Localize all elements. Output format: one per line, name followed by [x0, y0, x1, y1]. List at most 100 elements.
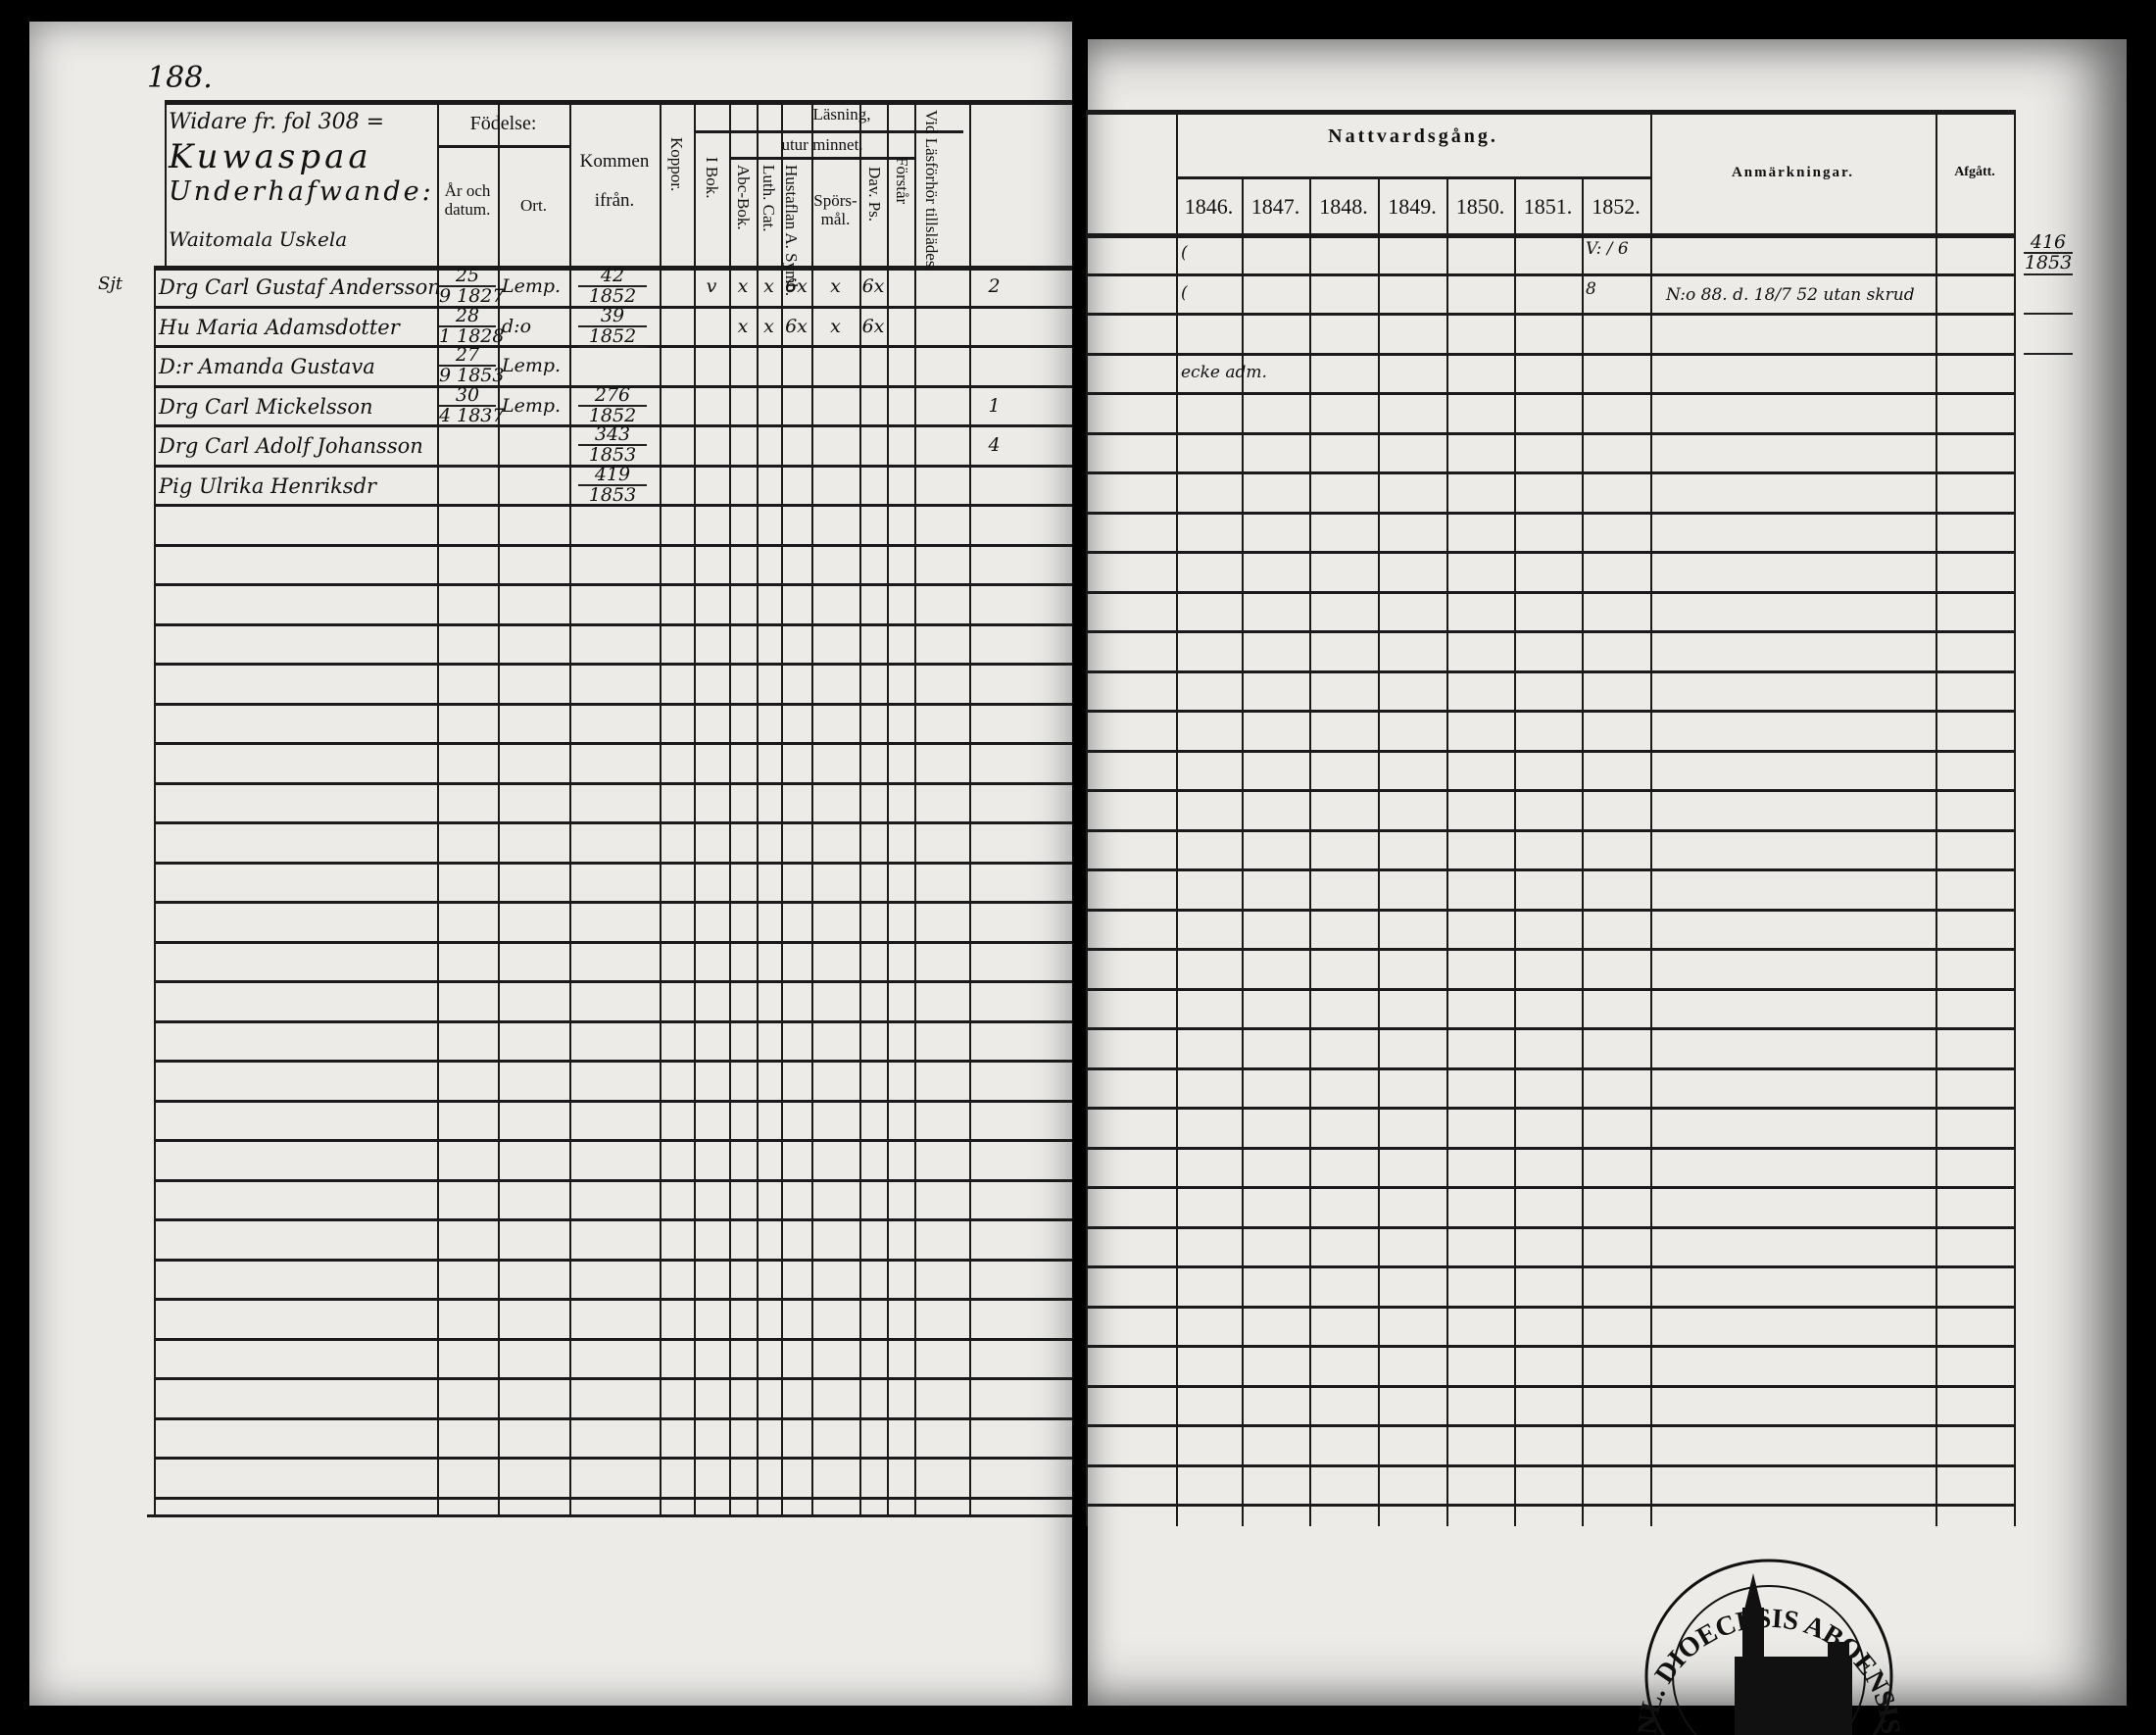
birth-date-bottom: 9 1827: [439, 285, 505, 307]
rule-line: [694, 130, 963, 133]
reading-i-bok: x: [737, 315, 749, 337]
rule-line: [1309, 176, 1311, 1526]
came-from: 276 1852: [578, 385, 647, 426]
abc-bok-header: Abc-Bok.: [734, 165, 753, 230]
birth-date-top: 28: [439, 306, 496, 327]
rule-line: [154, 1298, 1072, 1301]
rule-line: [811, 100, 813, 1514]
birth-date: [439, 465, 496, 468]
rule-line: [1086, 551, 2014, 554]
reading-spors: 6x: [861, 275, 885, 297]
birth-date-top: [439, 425, 496, 427]
rule-line: [1086, 1226, 2014, 1229]
year-header-1851: 1851.: [1523, 194, 1573, 219]
rule-line: [1086, 110, 1088, 1526]
rule-line: [437, 145, 569, 148]
ort-header: Ort.: [520, 196, 547, 215]
birth-date-top: 25: [439, 267, 496, 287]
departed: [2024, 273, 2073, 275]
rule-line: [1086, 948, 2014, 951]
birth-place: Lemp.: [502, 275, 562, 297]
came-from: 343 1853: [578, 425, 647, 465]
rule-line: [1086, 233, 2014, 238]
rule-line: [154, 1457, 1072, 1460]
rule-line: [1086, 1464, 2014, 1467]
reading-koppor: v: [706, 275, 717, 297]
came-from-bottom: 1852: [588, 404, 637, 426]
rule-line: [154, 465, 1072, 468]
rule-line: [1086, 670, 2014, 673]
rule-line: [1086, 909, 2014, 912]
rule-line: [154, 980, 1072, 983]
reading-abc: x: [763, 275, 774, 297]
birth-date: [439, 425, 496, 427]
departed-top: [2024, 273, 2073, 275]
came-from-top: 39: [578, 306, 647, 327]
person-name: D:r Amanda Gustava: [159, 355, 375, 378]
rule-line: [1086, 868, 2014, 871]
rule-line: [154, 1377, 1072, 1380]
rule-line: [165, 100, 1072, 105]
name-header-line-1: Widare fr. fol 308 =: [169, 110, 385, 134]
name-header-line-3: Underhafwande:: [169, 176, 434, 207]
i-bok-header: I Bok.: [703, 157, 721, 199]
reading-abc: x: [763, 315, 774, 337]
departed: [2024, 352, 2073, 355]
reading-luth: 6x: [785, 315, 808, 337]
birth-date: 25 9 1827: [439, 267, 505, 307]
rule-line: [1086, 710, 2014, 713]
year-header-1847: 1847.: [1250, 194, 1300, 219]
rule-line: [1086, 1147, 2014, 1150]
reading-vid: 4: [988, 434, 1001, 456]
rule-line: [1086, 750, 2014, 753]
rule-line: [1086, 1027, 2014, 1030]
came-from: [578, 346, 647, 348]
rule-line: [154, 663, 1072, 666]
rule-line: [1086, 1306, 2014, 1309]
birth-date: 27 9 1853: [439, 346, 504, 385]
forstar-header: Förstår: [893, 157, 911, 205]
reading-luth: 6x: [785, 275, 808, 297]
rule-line: [1086, 1424, 2014, 1427]
communion-1846: (: [1181, 243, 1188, 263]
rule-line: [1086, 1265, 2014, 1268]
person-name: Drg Carl Gustaf Andersson: [159, 275, 441, 299]
rule-line: [154, 544, 1072, 547]
rule-line: [1176, 110, 1178, 1526]
birth-place: Lemp.: [502, 394, 562, 417]
rule-line: [1446, 176, 1448, 1526]
rule-line: [154, 742, 1072, 745]
rule-line: [1086, 630, 2014, 633]
rule-line: [165, 100, 167, 266]
reading-spors: 6x: [861, 315, 885, 337]
departed-top: [2024, 313, 2073, 315]
koppor-header: Koppor.: [667, 137, 686, 192]
reading-husta: x: [830, 275, 841, 297]
rule-line: [1086, 392, 2014, 395]
departed-bottom: 1853: [2024, 252, 2073, 273]
rule-line: [154, 703, 1072, 706]
birth-date-bottom: 1 1828: [439, 324, 505, 347]
sporsmal-header: Spörs-mål.: [813, 191, 858, 228]
right-page: [1088, 39, 2127, 1706]
rule-line: [859, 100, 861, 1514]
rule-line: [154, 1259, 1072, 1262]
rule-line: [154, 583, 1072, 586]
year-header-1846: 1846.: [1184, 194, 1234, 219]
rule-line: [154, 1100, 1072, 1103]
remark: N:o 88. d. 18/7 52 utan skrud: [1666, 284, 1915, 305]
rule-line: [154, 1179, 1072, 1182]
rule-line: [569, 100, 571, 1514]
rule-line: [694, 100, 696, 1514]
rule-line: [154, 623, 1072, 626]
rule-line: [2014, 110, 2016, 1526]
birth-date-top: [439, 465, 496, 468]
came-from-top: 42: [578, 267, 647, 287]
row-margin-note: Sjt: [98, 273, 123, 294]
vid-lasforhor-header: Vid Läsförhör tillslädes.: [922, 110, 941, 272]
rule-line: [154, 1218, 1072, 1221]
came-from-top: 419: [578, 465, 647, 486]
birth-place: Lemp.: [502, 355, 562, 376]
name-header-line-2: Kuwaspaa: [169, 137, 372, 176]
came-from-top: [578, 346, 647, 348]
